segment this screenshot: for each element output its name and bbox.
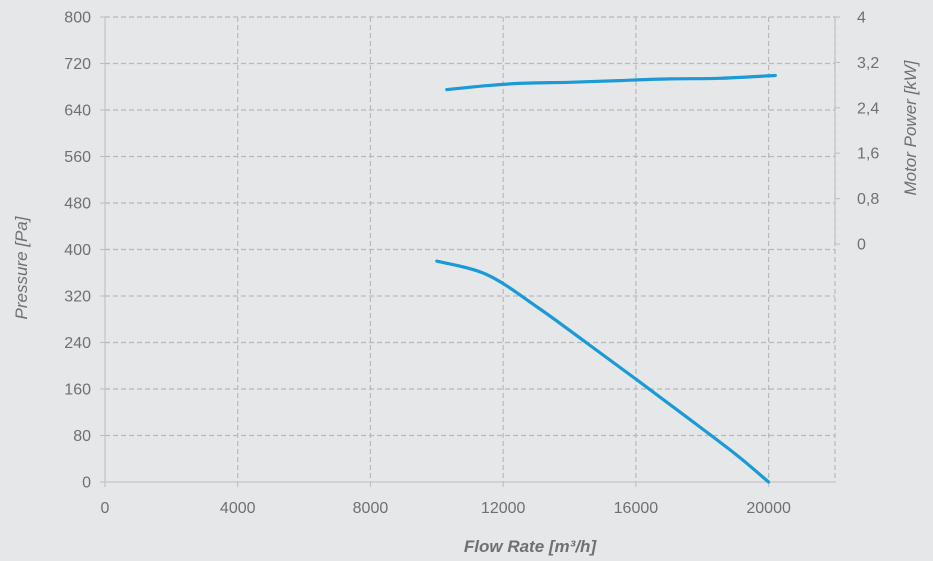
y-tick-label: 240 [64,335,91,352]
y-tick-label: 160 [64,382,91,399]
x-axis-title: Flow Rate [m³/h] [464,537,598,556]
y2-axis-title: Motor Power [kW] [901,59,920,195]
y2-tick-label: 4 [857,10,866,27]
y-tick-label: 400 [64,242,91,259]
grid-lines [105,16,836,482]
series-lines [435,73,777,484]
x-tick-label: 4000 [220,500,256,517]
pressure-line [435,259,771,484]
y-tick-label: 320 [64,289,91,306]
x-tick-label: 8000 [353,500,389,517]
y2-tick-label: 0,8 [857,191,879,208]
y-tick-label: 480 [64,196,91,213]
y-tick-label: 640 [64,103,91,120]
motor-power-line [445,73,777,92]
y-axis-title: Pressure [Pa] [12,215,31,319]
x-tick-label: 12000 [481,500,526,517]
y-tick-label: 0 [82,475,91,492]
x-tick-label: 16000 [614,500,659,517]
y-tick-label: 720 [64,56,91,73]
y-tick-labels: 0 80 160 240 320 400 480 560 640 720 800 [64,10,91,492]
x-tick-label: 20000 [746,500,791,517]
y2-tick-label: 1,6 [857,146,879,163]
y2-tick-label: 3,2 [857,55,879,72]
axes [100,16,840,487]
y2-tick-label: 2,4 [857,100,879,117]
y-tick-label: 80 [73,428,91,445]
x-tick-labels: 0 4000 8000 12000 16000 20000 [101,500,791,517]
x-tick-label: 0 [101,500,110,517]
y-tick-label: 800 [64,10,91,27]
y2-tick-labels: 0 0,8 1,6 2,4 3,2 4 [857,10,879,254]
y2-tick-label: 0 [857,237,866,254]
y-tick-label: 560 [64,149,91,166]
